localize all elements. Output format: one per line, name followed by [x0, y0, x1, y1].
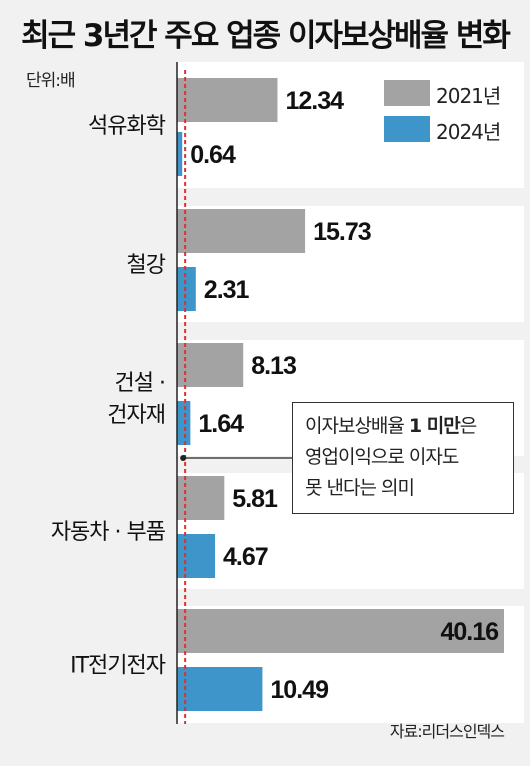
- annotation-line-1: 이자보상배율 1 미만은: [305, 411, 503, 442]
- category-label: IT전기전자: [70, 654, 166, 679]
- data-label: 4.67: [223, 543, 268, 571]
- legend-label-2024: 2024년: [436, 120, 501, 144]
- data-label: 12.34: [285, 87, 344, 115]
- bar-2024: [177, 401, 191, 445]
- data-label: 1.64: [198, 410, 244, 438]
- data-label: 10.49: [270, 676, 328, 704]
- data-label: 0.64: [190, 141, 236, 169]
- data-label: 40.16: [440, 618, 498, 646]
- data-label: 2.31: [204, 276, 250, 304]
- bar-2024: [177, 267, 196, 311]
- legend-label-2021: 2021년: [436, 84, 501, 108]
- annotation-prefix: 이자보상배율: [305, 415, 409, 437]
- category-label: 철강: [127, 253, 166, 278]
- callout-dot: [180, 455, 187, 461]
- data-label: 15.73: [313, 218, 371, 246]
- bar-2021: [177, 209, 306, 253]
- annotation-emphasis: 1 미만: [408, 415, 461, 437]
- category-label: 석유화학: [88, 114, 166, 139]
- bar-2021: [177, 78, 278, 122]
- data-label: 8.13: [251, 352, 296, 380]
- annotation-box: 이자보상배율 1 미만은 영업이익으로 이자도 못 낸다는 의미: [292, 402, 514, 514]
- category-label: 건설 ·: [115, 371, 165, 396]
- chart-title: 최근 3년간 주요 업종 이자보상배율 변화: [21, 18, 511, 54]
- annotation-line-2: 영업이익으로 이자도: [305, 446, 459, 468]
- bar-2021: [177, 343, 244, 387]
- source-label: 자료:리더스인덱스: [389, 722, 505, 741]
- bar-2021: [177, 609, 504, 653]
- bar-2024: [177, 132, 183, 176]
- data-label: 5.81: [232, 485, 278, 513]
- legend-swatch-2021: [384, 80, 430, 106]
- category-label: 자동차 · 부품: [51, 520, 166, 545]
- category-label: 건자재: [107, 403, 165, 428]
- annotation-suffix: 은: [459, 415, 478, 437]
- annotation-line-3: 못 낸다는 의미: [305, 477, 415, 499]
- bar-2021: [177, 476, 225, 520]
- unit-label: 단위:배: [26, 71, 76, 91]
- legend-swatch-2024: [384, 116, 430, 142]
- bar-2024: [177, 667, 263, 711]
- bar-2024: [177, 534, 216, 578]
